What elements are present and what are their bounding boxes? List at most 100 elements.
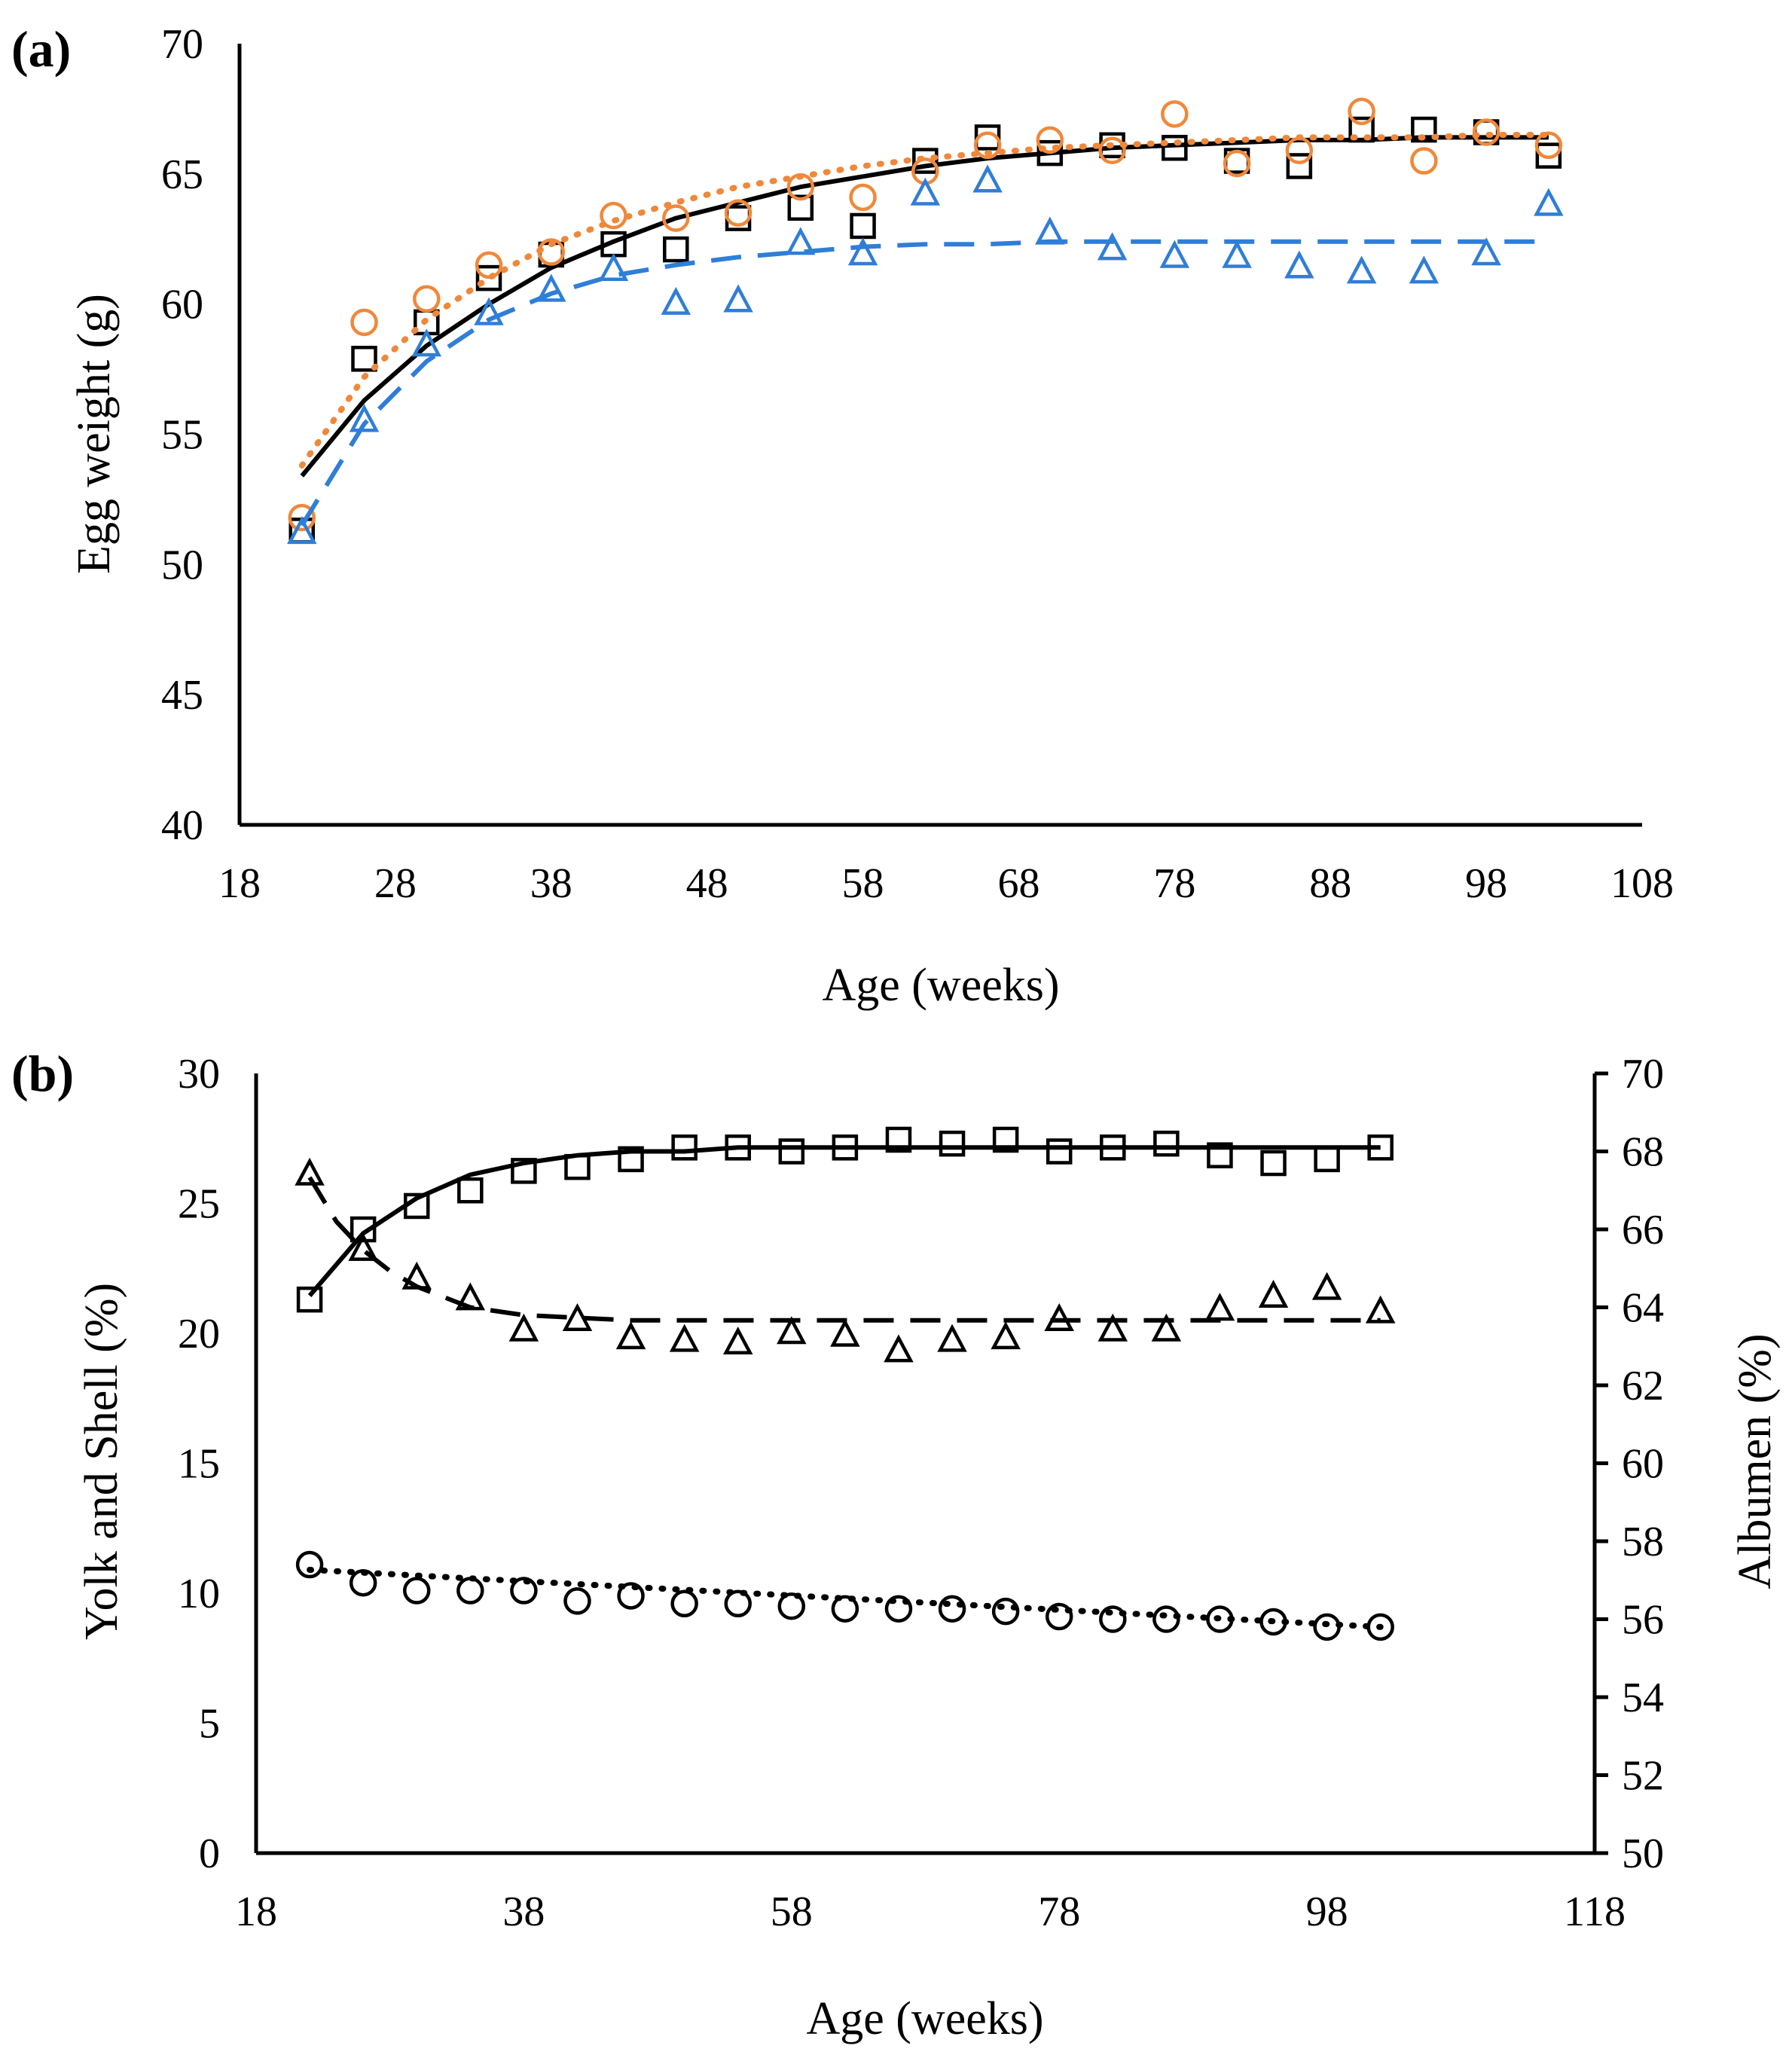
panel-b-circle-point: [617, 1582, 645, 1610]
panel-b-triangle-point: [401, 1261, 432, 1290]
panel-b-left-y-axis-title: Yolk and Shell (%): [76, 1283, 127, 1640]
panel-b-circle-point: [938, 1595, 966, 1623]
panel-b-circle-point: [1152, 1605, 1180, 1633]
panel-a-circle-point: [1161, 100, 1189, 128]
panel-b-triangle-point: [1365, 1295, 1396, 1324]
panel-b-y-tick-label: 25: [178, 1181, 220, 1228]
panel-a-y-tick-label: 50: [161, 542, 203, 588]
panel-a-square-point: [787, 194, 814, 221]
panel-b-triangle-point: [1204, 1293, 1235, 1321]
panel-a-circle-point: [662, 204, 690, 232]
panel-b-triangle-point: [1097, 1313, 1128, 1342]
panel-b-triangle-point: [830, 1318, 860, 1347]
panel-b-triangle-point: [615, 1321, 646, 1350]
panel-a-x-tick-label: 108: [1610, 860, 1674, 907]
panel-b-square-point: [1207, 1142, 1233, 1168]
panel-a-circle-point: [1348, 97, 1375, 126]
panel-b-y-tick-label: 15: [178, 1441, 220, 1488]
panel-a-circle-point: [537, 238, 566, 266]
panel-b-circle-point: [724, 1589, 752, 1618]
panel-a-square-point: [1036, 139, 1064, 166]
panel-a-triangle-point: [1471, 237, 1501, 266]
panel-a-y-tick-label: 60: [161, 282, 203, 328]
panel-a-circle-point: [786, 173, 815, 201]
panel-b-square-point: [564, 1153, 591, 1180]
panel-a-y-tick-label: 65: [161, 151, 203, 198]
panel-b-square-point: [1260, 1150, 1287, 1177]
panel-a-x-tick-label: 98: [1465, 860, 1507, 907]
panel-b-circle-point: [670, 1589, 698, 1618]
panel-a-circle-point: [973, 131, 1002, 160]
panel-b-triangle-point: [1258, 1279, 1289, 1308]
panel-a-triangle-point: [1409, 255, 1439, 284]
panel-a-triangle-point: [847, 237, 878, 266]
panel-a-triangle-point: [598, 252, 629, 281]
panel-b-triangle-point: [1044, 1302, 1074, 1331]
panel-a-square-point: [1162, 135, 1188, 161]
panel-a-x-tick-label: 38: [530, 860, 572, 907]
panel-b-series-circle: [295, 1550, 1394, 1641]
panel-a-square-point: [475, 264, 502, 292]
panel-a-series-circle: [288, 97, 1563, 532]
panel-a-x-tick-label: 58: [842, 860, 884, 907]
panel-b-square-point: [618, 1146, 644, 1173]
panel-a-x-tick-label: 88: [1309, 860, 1351, 907]
panel-b-x-tick-label: 98: [1306, 1889, 1348, 1935]
panel-b-circle-point: [1099, 1605, 1127, 1633]
panel-a-triangle-point: [1284, 250, 1314, 279]
panel-b-circle-point: [456, 1577, 484, 1605]
panel-a-triangle-point: [1097, 232, 1128, 261]
panel-b-triangle-point: [669, 1324, 700, 1352]
panel-a-triangle-point: [287, 516, 317, 545]
panel-b-trend-line-solid: [307, 1145, 1381, 1297]
panel-b-y-tick-label: 0: [199, 1831, 220, 1877]
panel-a-x-tick-label: 28: [374, 860, 417, 907]
panel-a-circle-point: [1098, 136, 1126, 164]
panel-a-triangle-point: [972, 164, 1003, 193]
panel-b-triangle-point: [777, 1316, 807, 1345]
panel-a-trend-line-dashed: [300, 239, 1549, 527]
panel-b-circle-point: [831, 1595, 859, 1623]
panel-b-square-point: [725, 1134, 751, 1161]
panel-a-square-point: [850, 212, 876, 240]
panel-b-right-y-tick-label: 50: [1622, 1831, 1664, 1877]
panel-a-triangle-point: [723, 284, 753, 313]
panel-b-square-point: [350, 1216, 377, 1243]
panel-a-triangle-point: [536, 273, 566, 302]
panel-b-x-tick-label: 18: [235, 1889, 277, 1935]
panel-a-circle-point: [849, 183, 877, 212]
panel-b-series-square: [296, 1126, 1394, 1313]
panel-a-circle-point: [600, 201, 627, 230]
panel-b-triangle-point: [937, 1324, 967, 1352]
panel-b-right-y-tick-label: 52: [1622, 1753, 1664, 1800]
panel-a-y-tick-label: 70: [161, 21, 203, 68]
panel-a-circle-point: [350, 308, 378, 337]
panel-a-triangle-point: [786, 227, 816, 255]
panel-a-circle-point: [475, 251, 503, 279]
panel-a-triangle-point: [349, 404, 380, 432]
panel-b-triangle-point: [508, 1313, 539, 1342]
panel-a-circle-point: [1472, 118, 1500, 146]
panel-a-triangle-point: [1159, 240, 1190, 268]
panel-b-right-y-tick-label: 70: [1622, 1051, 1664, 1098]
panel-a-egg-weight-chart: (a) 18 28 38 48 58 68 78 88 98 10840455055606570 …: [11, 20, 1674, 1011]
panel-b-x-axis-title: Age (weeks): [806, 1993, 1043, 2044]
panel-b-trend-line-dotted: [307, 1566, 1384, 1630]
panel-b-circle-point: [1313, 1613, 1341, 1641]
panel-b-right-y-tick-label: 60: [1622, 1441, 1664, 1488]
panel-a-triangle-point: [411, 328, 442, 357]
panel-a-square-point: [1348, 116, 1375, 143]
panel-b-triangle-point: [722, 1327, 753, 1355]
panel-b-square-point: [778, 1138, 805, 1165]
panel-b-triangle-point: [348, 1232, 378, 1261]
panel-b-x-tick-label: 38: [502, 1889, 545, 1935]
panel-b-square-point: [832, 1134, 859, 1161]
panel-a-y-axis-title: Egg weight (g): [69, 294, 120, 574]
panel-b-x-tick-label: 118: [1564, 1889, 1626, 1935]
panel-b-circle-point: [349, 1568, 377, 1597]
panel-b-square-point: [403, 1192, 430, 1220]
panel-b-square-point: [1367, 1134, 1394, 1161]
panel-a-circle-point: [1285, 136, 1314, 164]
panel-b-right-y-tick-label: 64: [1622, 1285, 1664, 1332]
panel-b-right-y-tick-label: 62: [1622, 1363, 1664, 1409]
